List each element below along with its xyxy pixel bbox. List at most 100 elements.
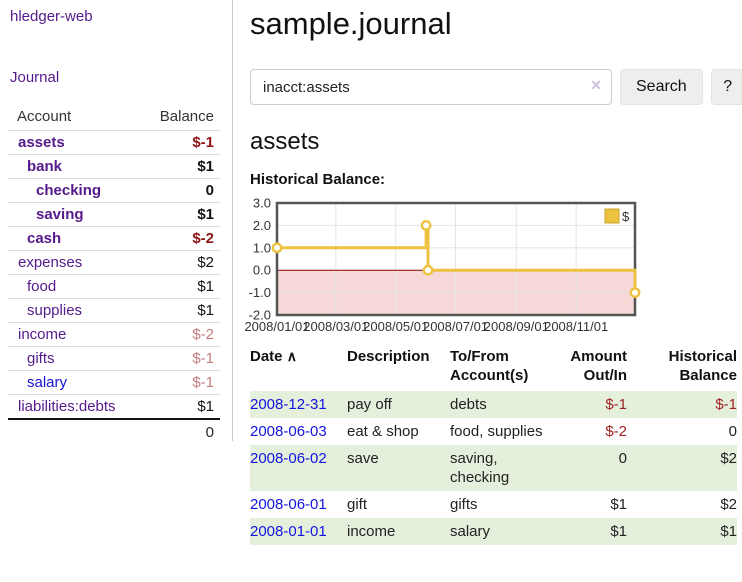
account-balance: $1 — [146, 298, 220, 323]
transaction-date-link[interactable]: 2008-01-01 — [250, 523, 327, 540]
sidebar-account-saving[interactable]: saving — [36, 206, 84, 223]
sidebar-account-income[interactable]: income — [18, 326, 67, 343]
sidebar-account-gifts[interactable]: gifts — [27, 350, 55, 367]
register-row: 2008-01-01 income salary $1 $1 — [250, 518, 737, 545]
svg-text:1.0: 1.0 — [253, 240, 271, 255]
accounts-total-value: 0 — [146, 418, 220, 444]
transaction-amount: $1 — [610, 496, 627, 513]
svg-text:$: $ — [622, 209, 630, 224]
historical-balance-chart[interactable]: $3.0 2.0 1.0 0.0 -1.0 -2.02008/01/012008/03/0… — [241, 196, 645, 338]
app-brand: hledger-web — [8, 8, 220, 25]
sidebar-account-salary[interactable]: salary — [27, 374, 68, 391]
transaction-date-link[interactable]: 2008-12-31 — [250, 396, 327, 413]
transaction-accounts: gifts — [450, 496, 478, 513]
svg-text:0.0: 0.0 — [253, 263, 271, 278]
account-row: income $-2 — [8, 322, 220, 347]
sidebar-account-expenses[interactable]: expenses — [18, 254, 83, 271]
transaction-description: pay off — [347, 396, 392, 413]
transaction-description: gift — [347, 496, 368, 513]
sidebar: hledger-web Journal Account Balance asse… — [0, 0, 233, 444]
svg-text:-2.0: -2.0 — [249, 308, 271, 323]
svg-text:2008/05/01: 2008/05/01 — [363, 319, 428, 334]
sidebar-account-food[interactable]: food — [27, 278, 57, 295]
accounts-table: Account Balance assets $-1 bank $1 checking 0… — [8, 105, 220, 444]
register-table: Date ∧ Description To/From Account(s) Am… — [250, 344, 737, 545]
svg-text:2008/09/01: 2008/09/01 — [484, 319, 549, 334]
account-row: liabilities:debts $1 — [8, 394, 220, 420]
search-button[interactable]: Search — [620, 69, 703, 105]
account-balance: $1 — [146, 274, 220, 299]
account-row: food $1 — [8, 274, 220, 299]
sidebar-nav: Journal — [10, 69, 220, 86]
sidebar-account-cash[interactable]: cash — [27, 230, 62, 247]
column-header-amount: Amount Out/In — [570, 348, 627, 384]
transaction-date-link[interactable]: 2008-06-01 — [250, 496, 327, 513]
search-input[interactable] — [250, 69, 612, 105]
transaction-balance: $2 — [720, 450, 737, 467]
transaction-amount: 0 — [618, 450, 627, 467]
sidebar-account-assets[interactable]: assets — [18, 134, 65, 151]
main-content: sample.journal ✕ Search ? assets Histori… — [233, 0, 742, 545]
sidebar-account-checking[interactable]: checking — [36, 182, 102, 199]
svg-text:3.0: 3.0 — [253, 196, 271, 211]
sidebar-account-bank[interactable]: bank — [27, 158, 63, 175]
transaction-balance: $2 — [720, 496, 737, 513]
account-row: gifts $-1 — [8, 346, 220, 371]
help-button[interactable]: ? — [710, 69, 742, 105]
transaction-balance: 0 — [728, 423, 737, 440]
account-balance: $-2 — [146, 322, 220, 347]
transaction-description: income — [347, 523, 396, 540]
svg-text:-1.0: -1.0 — [249, 285, 271, 300]
transaction-date-link[interactable]: 2008-06-02 — [250, 450, 327, 467]
search-box: ✕ — [250, 69, 612, 105]
clear-search-icon[interactable]: ✕ — [590, 77, 602, 93]
transaction-accounts: saving, checking — [450, 450, 510, 486]
column-header-date[interactable]: Date ∧ — [250, 348, 297, 365]
transaction-amount: $-2 — [605, 423, 627, 440]
svg-text:2008/07/01: 2008/07/01 — [423, 319, 488, 334]
accounts-header-balance: Balance — [146, 105, 220, 131]
transaction-balance: $-1 — [715, 396, 737, 413]
column-header-accounts: To/From Account(s) — [450, 348, 529, 384]
transaction-amount: $-1 — [605, 396, 627, 413]
account-row: bank $1 — [8, 154, 220, 179]
transaction-description: eat & shop — [347, 423, 419, 440]
sidebar-account-supplies[interactable]: supplies — [27, 302, 83, 319]
register-row: 2008-06-01 gift gifts $1 $2 — [250, 491, 737, 518]
chart-heading: Historical Balance: — [250, 171, 386, 188]
sort-ascending-icon: ∧ — [286, 348, 297, 364]
account-row: expenses $2 — [8, 250, 220, 275]
sidebar-account-liabilities-debts[interactable]: liabilities:debts — [18, 398, 116, 415]
register-row: 2008-12-31 pay off debts $-1 $-1 — [250, 391, 737, 418]
account-row: assets $-1 — [8, 130, 220, 155]
svg-text:2008/03/01: 2008/03/01 — [303, 319, 368, 334]
account-row: supplies $1 — [8, 298, 220, 323]
transaction-description: save — [347, 450, 379, 467]
transaction-balance: $1 — [720, 523, 737, 540]
transaction-accounts: salary — [450, 523, 491, 540]
account-balance: $2 — [146, 250, 220, 275]
column-header-description: Description — [347, 348, 430, 365]
register-row: 2008-06-02 save saving, checking 0 $2 — [250, 445, 737, 491]
account-balance: $1 — [146, 154, 220, 179]
transaction-date-link[interactable]: 2008-06-03 — [250, 423, 327, 440]
account-balance: $-1 — [146, 130, 220, 155]
account-row: saving $1 — [8, 202, 220, 227]
svg-text:2.0: 2.0 — [253, 218, 271, 233]
account-row: checking 0 — [8, 178, 220, 203]
register-header-row: Date ∧ Description To/From Account(s) Am… — [250, 344, 737, 391]
account-row: salary $-1 — [8, 370, 220, 395]
journal-link[interactable]: Journal — [10, 69, 60, 86]
account-balance: $1 — [146, 394, 220, 420]
transaction-amount: $1 — [610, 523, 627, 540]
search-row: ✕ Search ? — [250, 69, 742, 105]
account-balance: $-2 — [146, 226, 220, 251]
account-balance: $1 — [146, 202, 220, 227]
column-header-balance: Historical Balance — [668, 348, 737, 384]
app-title-link[interactable]: hledger-web — [10, 8, 93, 25]
account-balance: $-1 — [146, 346, 220, 371]
svg-text:2008/11/01: 2008/11/01 — [544, 319, 608, 334]
transaction-accounts: food, supplies — [450, 423, 543, 440]
app-window: hledger-web Journal Account Balance asse… — [0, 0, 742, 545]
svg-text:2008/01/01: 2008/01/01 — [244, 319, 309, 334]
